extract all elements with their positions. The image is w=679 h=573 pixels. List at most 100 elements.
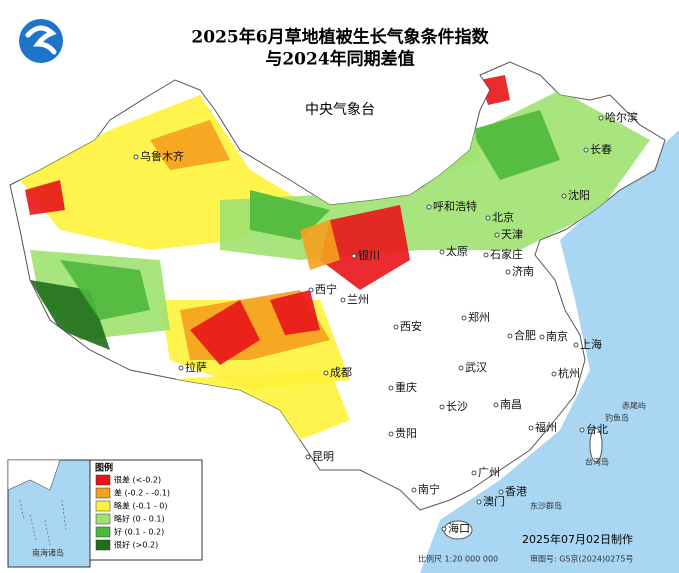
city-dot — [178, 365, 184, 371]
city-dot — [461, 315, 467, 321]
legend-label: 很差 (<-0.2) — [114, 475, 161, 485]
city-dot — [551, 371, 557, 377]
city-label: 沈阳 — [568, 188, 590, 202]
city-label: 上海 — [580, 337, 602, 351]
city-label: 杭州 — [558, 366, 580, 380]
city-dot — [573, 342, 579, 348]
logo — [19, 19, 63, 63]
city-label: 长沙 — [446, 400, 468, 413]
city-label: 武汉 — [465, 361, 487, 374]
city-label: 兰州 — [347, 293, 369, 306]
city-dot — [388, 385, 394, 391]
index-area — [470, 110, 560, 180]
city-label: 成都 — [330, 366, 352, 379]
legend-swatch — [95, 474, 111, 486]
index-area — [480, 75, 510, 105]
city-label: 香港 — [505, 485, 527, 498]
city-dot — [598, 115, 604, 121]
date: 2025年07月02日制作 — [522, 532, 633, 546]
city-dot — [493, 402, 499, 408]
index-area — [150, 120, 230, 170]
city-dot — [579, 427, 585, 433]
city-label: 广州 — [478, 466, 500, 479]
city-dot — [340, 297, 346, 303]
title-line-1: 2025年6月草地植被生长气象条件指数 — [191, 27, 489, 48]
city-label: 银川 — [358, 248, 380, 262]
city-label: 北京 — [492, 210, 514, 224]
city-label: 天津 — [501, 228, 523, 241]
city-dot — [494, 232, 500, 238]
city-label: 合肥 — [514, 328, 536, 342]
city-label: 呼和浩特 — [433, 199, 477, 213]
island-label: 赤尾屿 — [622, 402, 646, 411]
legend-label: 很好 (>0.2) — [114, 540, 158, 550]
city-dot — [441, 526, 447, 532]
index-area — [60, 260, 150, 320]
city-dot — [505, 269, 511, 275]
city-dot — [323, 370, 329, 376]
index-area — [300, 220, 340, 270]
legend-swatch — [95, 526, 111, 538]
city-dot — [498, 489, 504, 495]
city-label: 台北 — [586, 422, 608, 436]
legend-label: 差 (-0.2 - -0.1) — [114, 488, 170, 498]
island-label: 台湾岛 — [585, 457, 609, 467]
legend-label: 好 (0.1 - 0.2) — [114, 527, 164, 537]
city-label: 西安 — [400, 319, 422, 333]
city-dot — [528, 425, 534, 431]
city-dot — [411, 487, 417, 493]
city-label: 南京 — [546, 329, 568, 343]
review-number: 审图号: GS京(2024)0275号 — [530, 554, 633, 564]
city-dot — [539, 334, 545, 340]
legend: 图例 很差 (<-0.2) 差 (-0.2 - -0.1) 略差 (-0.1 - 0… — [89, 459, 203, 561]
city-label: 拉萨 — [185, 360, 207, 374]
city-dot — [483, 252, 489, 258]
city-dot — [583, 147, 589, 153]
legend-label: 略差 (-0.1 - 0) — [114, 501, 167, 511]
city-label: 哈尔滨 — [605, 110, 638, 124]
legend-swatch — [95, 513, 111, 525]
city-dot — [393, 324, 399, 330]
issuer: 中央气象台 — [305, 102, 375, 118]
city-label: 乌鲁木齐 — [140, 149, 184, 163]
index-area — [270, 290, 320, 335]
city-dot — [439, 404, 445, 410]
inset-label: 南海诸岛 — [32, 548, 64, 558]
city-dot — [485, 215, 491, 221]
index-areas — [20, 75, 650, 440]
city-dot — [308, 287, 314, 293]
city-label: 济南 — [512, 264, 534, 278]
city-dot — [133, 154, 139, 160]
city-dot — [305, 454, 311, 460]
legend-swatch — [95, 539, 111, 551]
city-label: 南宁 — [418, 482, 440, 496]
legend-label: 略好 (0 - 0.1) — [114, 514, 165, 524]
city-dot — [561, 193, 567, 199]
city-dot — [351, 253, 357, 259]
city-dot — [458, 365, 464, 371]
city-label: 西宁 — [315, 282, 337, 296]
city-dot — [426, 204, 432, 210]
city-label: 太原 — [446, 245, 468, 258]
taiwan-island — [589, 427, 603, 463]
city-dot — [476, 499, 482, 505]
scale: 比例尺 1:20 000 000 — [418, 554, 498, 564]
city-dot — [507, 333, 513, 339]
city-label: 贵阳 — [395, 427, 417, 440]
city-label: 澳门 — [483, 494, 505, 508]
sea — [420, 130, 679, 573]
city-dot — [471, 470, 477, 476]
island-label: 东沙群岛 — [530, 501, 562, 511]
title-line-2: 与2024年同期差值 — [265, 49, 414, 70]
city-dot — [439, 249, 445, 255]
index-area — [25, 180, 65, 215]
city-label: 长春 — [590, 143, 612, 156]
index-area — [190, 300, 260, 365]
inset-map: 南海诸岛 — [7, 459, 91, 568]
legend-swatch — [95, 487, 111, 499]
city-label: 南昌 — [500, 398, 522, 411]
legend-title: 图例 — [95, 462, 113, 474]
city-label: 重庆 — [395, 380, 417, 394]
